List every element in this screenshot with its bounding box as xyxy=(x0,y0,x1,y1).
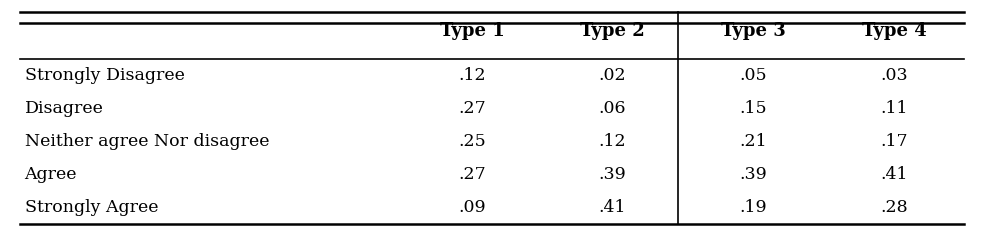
Text: Neither agree Nor disagree: Neither agree Nor disagree xyxy=(25,133,269,150)
Text: .21: .21 xyxy=(739,133,768,150)
Text: .09: .09 xyxy=(459,199,486,216)
Text: .02: .02 xyxy=(599,67,627,84)
Text: .05: .05 xyxy=(739,67,768,84)
Text: .39: .39 xyxy=(598,166,627,183)
Text: Type 4: Type 4 xyxy=(862,22,926,40)
Text: .12: .12 xyxy=(599,133,627,150)
Text: .28: .28 xyxy=(880,199,908,216)
Text: Type 3: Type 3 xyxy=(721,22,785,40)
Text: Type 2: Type 2 xyxy=(581,22,645,40)
Text: .25: .25 xyxy=(458,133,486,150)
Text: Agree: Agree xyxy=(25,166,77,183)
Text: Strongly Agree: Strongly Agree xyxy=(25,199,158,216)
Text: .41: .41 xyxy=(599,199,627,216)
Text: .15: .15 xyxy=(739,100,768,117)
Text: Type 1: Type 1 xyxy=(440,22,504,40)
Text: Disagree: Disagree xyxy=(25,100,103,117)
Text: .03: .03 xyxy=(880,67,908,84)
Text: .39: .39 xyxy=(739,166,768,183)
Text: .27: .27 xyxy=(458,100,486,117)
Text: Strongly Disagree: Strongly Disagree xyxy=(25,67,184,84)
Text: .12: .12 xyxy=(459,67,486,84)
Text: .06: .06 xyxy=(599,100,627,117)
Text: .19: .19 xyxy=(739,199,768,216)
Text: .11: .11 xyxy=(881,100,907,117)
Text: .17: .17 xyxy=(880,133,908,150)
Text: .27: .27 xyxy=(458,166,486,183)
Text: .41: .41 xyxy=(881,166,907,183)
